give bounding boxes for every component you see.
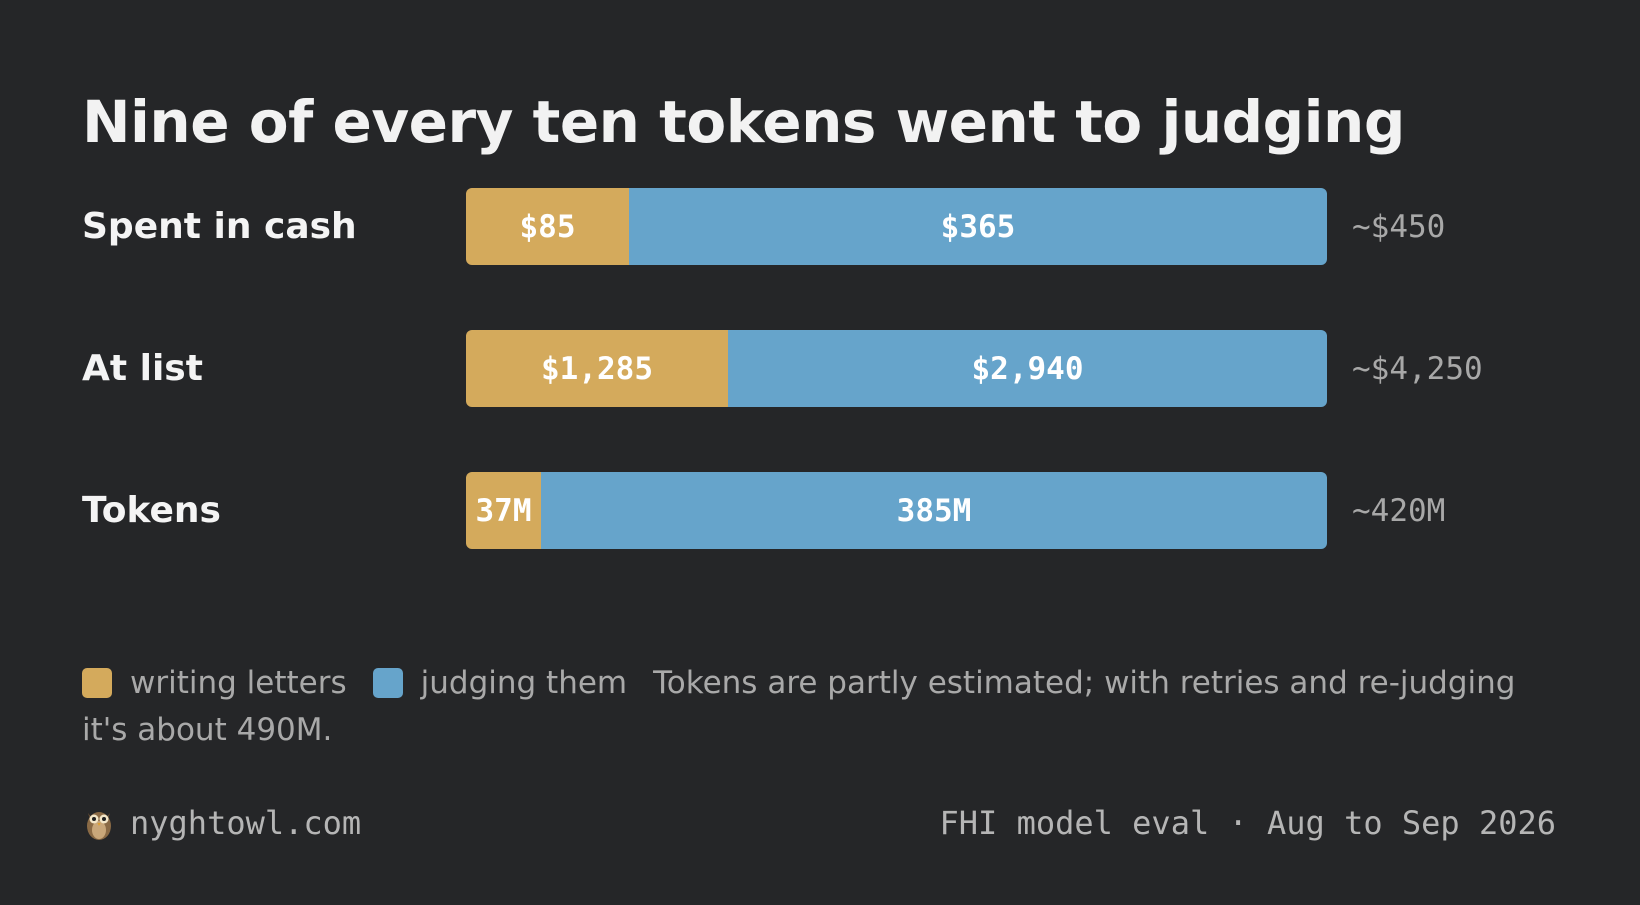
- legend-item-judging: judging them: [372, 660, 628, 707]
- footer-site: nyghtowl.com: [82, 804, 361, 842]
- bar-segment-judging-them-at-list: $2,940: [728, 330, 1327, 407]
- legend: writing letters judging them Tokens are pa…: [82, 660, 1562, 754]
- row-label-spent-in-cash: Spent in cash: [82, 206, 357, 247]
- legend-item-writing: writing letters: [82, 660, 347, 707]
- footer-source: FHI model eval · Aug to Sep 2026: [939, 804, 1557, 842]
- bar-total-spent-in-cash: ~$450: [1352, 208, 1446, 245]
- bar-segment-writing-letters-tokens: 37M: [466, 472, 541, 549]
- legend-swatch-writing: [82, 668, 112, 698]
- legend-label-writing: writing letters: [130, 665, 347, 701]
- chart-title: Nine of every ten tokens went to judging: [82, 88, 1405, 156]
- bar-total-at-list: ~$4,250: [1352, 350, 1483, 387]
- bar-total-tokens: ~420M: [1352, 492, 1446, 529]
- row-label-tokens: Tokens: [82, 490, 221, 531]
- row-label-at-list: At list: [82, 348, 203, 389]
- bar-segment-judging-them-tokens: 385M: [541, 472, 1327, 549]
- legend-swatch-judging: [372, 668, 403, 698]
- owl-icon: [87, 812, 111, 840]
- bar-segment-writing-letters-at-list: $1,285: [466, 330, 728, 407]
- bar-segment-judging-them-spent-in-cash: $365: [629, 188, 1327, 265]
- site-url[interactable]: nyghtowl.com: [130, 804, 362, 842]
- bar-segment-writing-letters-spent-in-cash: $85: [466, 188, 629, 265]
- bar-at-list: $1,285 $2,940: [466, 330, 1327, 407]
- legend-label-judging: judging them: [420, 665, 628, 701]
- bar-tokens: 37M 385M: [466, 472, 1327, 549]
- bar-spent-in-cash: $85 $365: [466, 188, 1327, 265]
- legend-note: Tokens are partly estimated; with retrie…: [82, 665, 1516, 748]
